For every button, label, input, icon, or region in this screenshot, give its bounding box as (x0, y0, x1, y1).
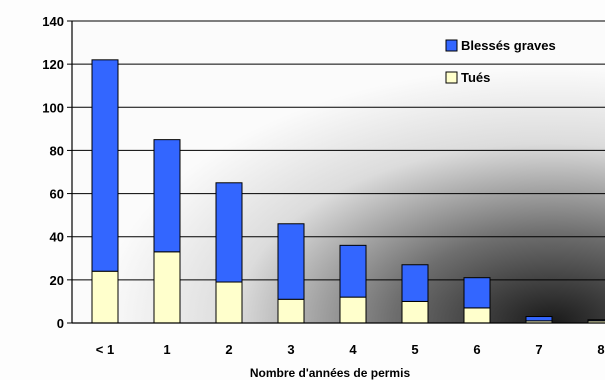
bar-blesses-graves (463, 277, 491, 309)
x-tick-label: 2 (225, 342, 232, 357)
x-tick-label: 3 (287, 342, 294, 357)
x-tick-label: 7 (535, 342, 542, 357)
x-tick-label: 6 (473, 342, 480, 357)
bar-tues (277, 298, 305, 324)
plot-background (72, 21, 605, 323)
legend-label: Tués (461, 70, 490, 85)
x-tick-label: 4 (349, 342, 357, 357)
axes (67, 20, 605, 324)
y-tick-label: 0 (57, 316, 64, 331)
bar-tues (215, 281, 243, 324)
bar-blesses-graves (91, 59, 119, 272)
legend-swatch (445, 71, 458, 84)
x-tick-label: 8 (597, 342, 604, 357)
y-tick-label: 120 (42, 57, 64, 72)
bar-blesses-graves (339, 244, 367, 298)
bar-blesses-graves (525, 316, 553, 322)
y-tick-label: 60 (50, 187, 64, 202)
bar-tues (401, 300, 429, 324)
y-tick-label: 100 (42, 100, 64, 115)
bar-blesses-graves (153, 139, 181, 253)
y-tick-labels: 0 20 40 60 80 100 120 140 (42, 14, 64, 331)
legend-swatch (445, 39, 458, 52)
bar-blesses-graves (215, 182, 243, 283)
bar-tues (91, 270, 119, 324)
bar-blesses-graves (277, 223, 305, 300)
x-tick-labels: < 1 1 2 3 4 5 6 7 8 (96, 342, 605, 357)
x-tick-label: 1 (163, 342, 170, 357)
y-tick-label: 140 (42, 14, 64, 29)
bar-tues (153, 251, 181, 324)
x-tick-label: 5 (411, 342, 418, 357)
bar-blesses-graves (401, 264, 429, 302)
y-tick-label: 80 (50, 143, 64, 158)
bar-tues (339, 296, 367, 324)
bar-blesses-graves (587, 319, 605, 322)
x-tick-label: < 1 (96, 342, 114, 357)
y-tick-label: 20 (50, 273, 64, 288)
y-tick-label: 40 (50, 230, 64, 245)
legend-label: Blessés graves (461, 38, 556, 53)
bar-tues (463, 307, 491, 324)
legend: Blessés graves Tués (445, 38, 556, 85)
x-axis-label: Nombre d'années de permis (250, 366, 411, 380)
